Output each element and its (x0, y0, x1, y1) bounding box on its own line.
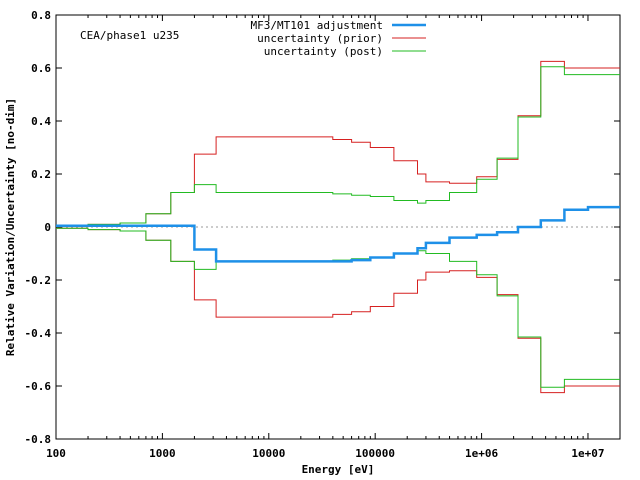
x-tick-label: 100 (46, 447, 66, 460)
y-axis-label: Relative Variation/Uncertainty [no-dim] (4, 98, 17, 356)
chart-annotation: CEA/phase1 u235 (80, 29, 179, 42)
y-tick-label: 0.8 (31, 9, 51, 22)
legend-label: MF3/MT101 adjustment (251, 19, 383, 32)
legend-label: uncertainty (post) (264, 45, 383, 58)
y-tick-label: 0.2 (31, 168, 51, 181)
x-axis-label: Energy [eV] (302, 463, 375, 476)
x-tick-label: 1e+07 (571, 447, 604, 460)
y-tick-label: -0.8 (25, 433, 52, 446)
x-tick-label: 10000 (252, 447, 285, 460)
series-line-mf3-mt101-adjustment (56, 205, 620, 263)
y-tick-label: 0.4 (31, 115, 51, 128)
x-tick-label: 1000 (149, 447, 176, 460)
series-line-uncertainty-post-negative (56, 227, 620, 388)
x-tick-label: 100000 (355, 447, 395, 460)
y-tick-label: -0.6 (25, 380, 52, 393)
series-line-uncertainty-post (56, 66, 620, 227)
y-tick-label: -0.2 (25, 274, 52, 287)
series-line-uncertainty-prior-negative (56, 227, 620, 394)
legend-label: uncertainty (prior) (257, 32, 383, 45)
series-lines (56, 60, 620, 394)
y-tick-label: 0.6 (31, 62, 51, 75)
y-tick-label: -0.4 (25, 327, 52, 340)
x-tick-labels: 100 1000 10000 100000 1e+06 1e+07 (46, 447, 604, 460)
y-tick-labels: -0.8 -0.6 -0.4 -0.2 0 0.2 0.4 0.6 0.8 (25, 9, 52, 446)
series-line-uncertainty-prior (56, 60, 620, 227)
x-tick-label: 1e+06 (465, 447, 498, 460)
y-tick-label: 0 (44, 221, 51, 234)
